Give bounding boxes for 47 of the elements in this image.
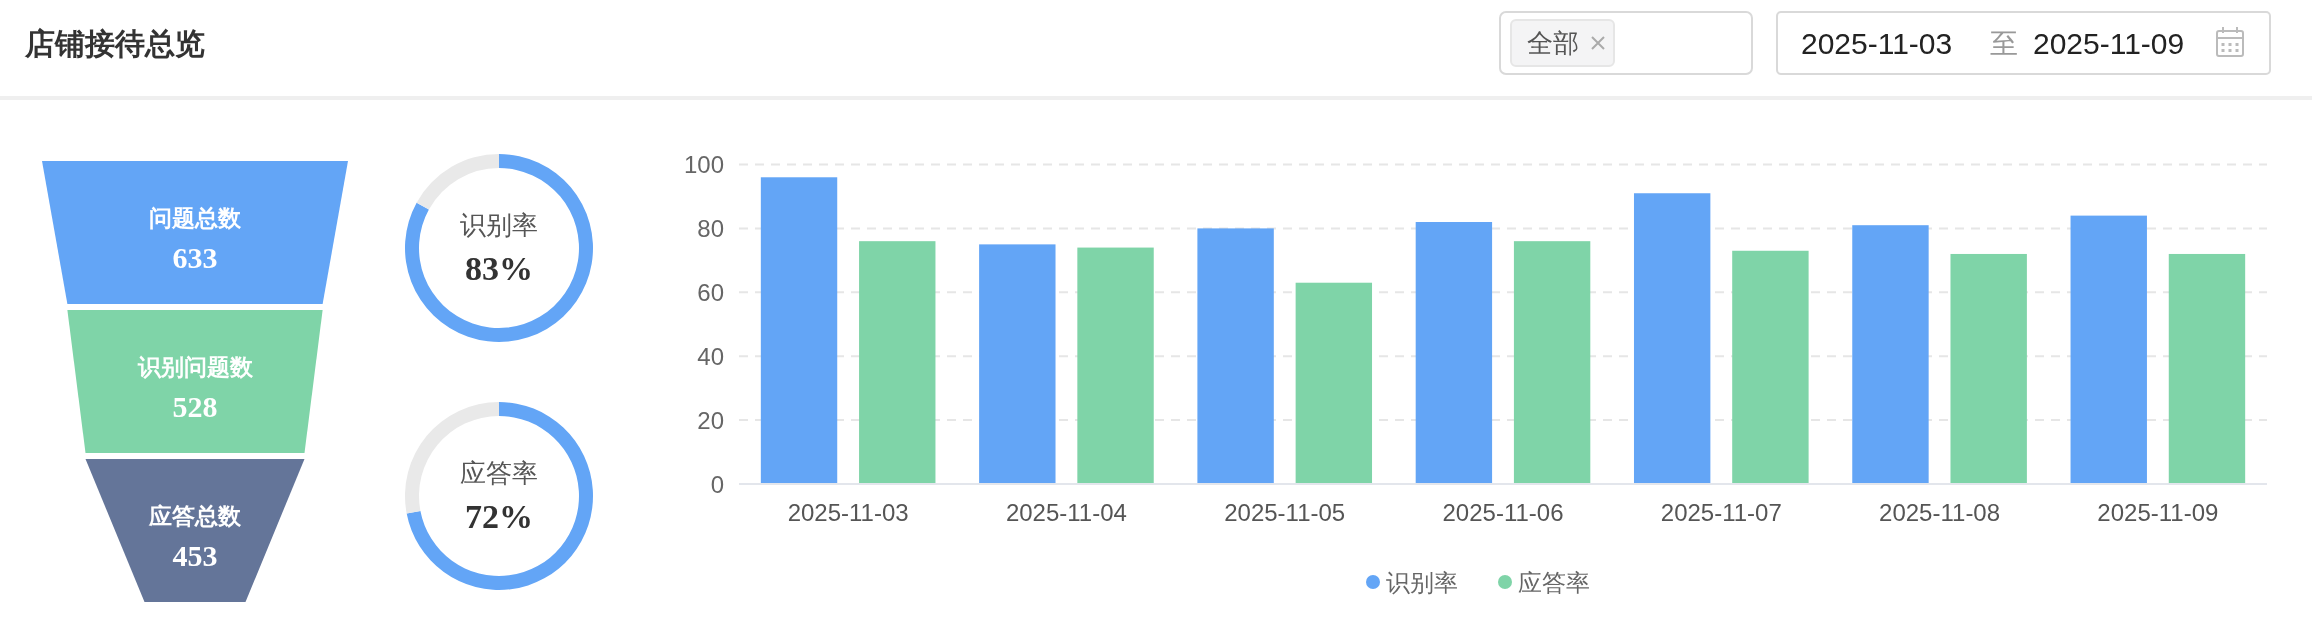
bar bbox=[760, 177, 838, 484]
bar bbox=[1197, 228, 1274, 484]
text: 应答率 bbox=[460, 458, 538, 488]
text: 2025-11-09 bbox=[2033, 26, 2185, 60]
donut-slice bbox=[405, 154, 593, 342]
bar bbox=[2168, 253, 2246, 484]
data-label: 633 bbox=[172, 241, 218, 274]
donut-slice bbox=[416, 154, 499, 210]
text: 识别率 bbox=[460, 210, 538, 240]
y-tick-label: 100 bbox=[683, 151, 724, 178]
legend-label: 识别率 bbox=[1386, 568, 1458, 596]
bar bbox=[859, 241, 936, 484]
text: 2025-11-03 bbox=[1801, 26, 1953, 60]
x-tick-label: 2025-11-05 bbox=[1224, 498, 1346, 526]
data-label: 83% bbox=[465, 249, 533, 287]
bar bbox=[1077, 247, 1154, 484]
bar bbox=[1415, 222, 1493, 484]
x-tick-label: 2025-11-08 bbox=[1879, 498, 2001, 526]
x-tick-label: 2025-11-07 bbox=[1660, 498, 1782, 526]
bar bbox=[979, 244, 1056, 484]
bar bbox=[1513, 241, 1591, 484]
bar bbox=[1950, 253, 2027, 484]
data-label: 528 bbox=[172, 390, 218, 423]
text: 全部 bbox=[1527, 28, 1579, 58]
x-tick-label: 2025-11-03 bbox=[787, 498, 909, 526]
bar bbox=[1732, 250, 1809, 484]
bar bbox=[2070, 215, 2147, 484]
data-label: 453 bbox=[172, 539, 218, 572]
text: 店铺接待总览 bbox=[24, 26, 205, 60]
y-tick-label: 20 bbox=[697, 406, 724, 434]
y-tick-label: 0 bbox=[710, 470, 724, 498]
bar bbox=[1633, 193, 1711, 484]
y-tick-label: 80 bbox=[697, 214, 724, 242]
y-tick-label: 60 bbox=[697, 278, 724, 306]
bar bbox=[1852, 225, 1929, 484]
legend-label: 应答率 bbox=[1518, 568, 1590, 596]
bar bbox=[1295, 282, 1373, 484]
x-tick-label: 2025-11-04 bbox=[1005, 498, 1127, 526]
x-tick-label: 2025-11-06 bbox=[1442, 498, 1564, 526]
category-label: 问题总数 bbox=[149, 204, 242, 231]
category-label: 识别问题数 bbox=[136, 353, 254, 380]
category-label: 应答总数 bbox=[148, 502, 242, 529]
y-tick-label: 40 bbox=[697, 342, 724, 370]
data-label: 72% bbox=[465, 497, 533, 535]
x-tick-label: 2025-11-09 bbox=[2097, 498, 2219, 526]
text: 至 bbox=[1990, 27, 2018, 59]
donut-slice bbox=[406, 402, 593, 590]
